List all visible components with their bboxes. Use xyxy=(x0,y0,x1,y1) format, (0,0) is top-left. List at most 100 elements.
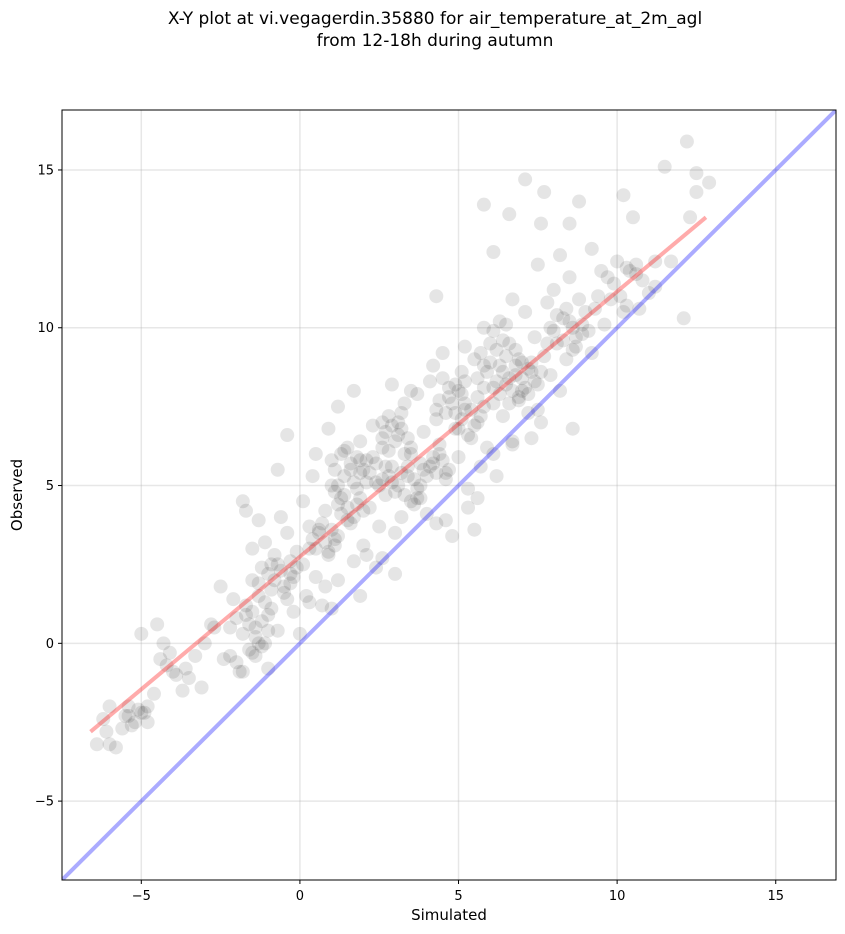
data-point xyxy=(353,491,368,506)
data-point xyxy=(175,683,190,698)
data-point xyxy=(559,301,574,316)
data-point xyxy=(96,712,111,727)
data-point xyxy=(245,541,260,556)
data-point xyxy=(299,588,314,603)
data-point xyxy=(495,409,510,424)
data-point xyxy=(413,478,428,493)
data-point xyxy=(508,358,523,373)
data-point xyxy=(435,345,450,360)
data-point xyxy=(384,475,399,490)
data-point xyxy=(362,465,377,480)
data-point xyxy=(207,620,222,635)
data-point xyxy=(502,396,517,411)
data-point xyxy=(505,383,520,398)
data-point xyxy=(568,339,583,354)
data-point xyxy=(267,547,282,562)
data-point xyxy=(311,525,326,540)
data-point xyxy=(353,434,368,449)
data-point xyxy=(448,405,463,420)
data-point xyxy=(619,298,634,313)
data-point xyxy=(432,393,447,408)
data-point xyxy=(277,585,292,600)
data-point xyxy=(334,446,349,461)
data-point xyxy=(689,185,704,200)
data-point xyxy=(321,547,336,562)
data-point xyxy=(372,519,387,534)
data-point xyxy=(235,626,250,641)
data-point xyxy=(308,570,323,585)
data-point xyxy=(330,529,345,544)
data-point xyxy=(508,342,523,357)
data-point xyxy=(483,355,498,370)
data-point xyxy=(108,740,123,755)
plot-frame xyxy=(61,109,837,881)
data-point xyxy=(270,557,285,572)
data-point xyxy=(457,339,472,354)
data-point xyxy=(134,705,149,720)
data-point xyxy=(641,286,656,301)
data-point xyxy=(324,453,339,468)
y-tick-label: 5 xyxy=(46,479,54,494)
data-point xyxy=(150,617,165,632)
data-point xyxy=(454,387,469,402)
data-point xyxy=(502,207,517,222)
data-point xyxy=(394,465,409,480)
data-point xyxy=(565,320,580,335)
data-point xyxy=(419,506,434,521)
data-point xyxy=(451,450,466,465)
data-point xyxy=(258,535,273,550)
data-point xyxy=(330,399,345,414)
data-point xyxy=(470,491,485,506)
data-point xyxy=(118,708,133,723)
data-point xyxy=(296,494,311,509)
data-point xyxy=(451,383,466,398)
data-point xyxy=(330,478,345,493)
data-point xyxy=(127,715,142,730)
data-point xyxy=(321,421,336,436)
data-point xyxy=(473,459,488,474)
data-point xyxy=(248,630,263,645)
data-point xyxy=(403,383,418,398)
data-point xyxy=(495,333,510,348)
data-point xyxy=(229,655,244,670)
data-point xyxy=(556,333,571,348)
data-point xyxy=(435,453,450,468)
data-point xyxy=(391,428,406,443)
data-point xyxy=(346,475,361,490)
data-point xyxy=(153,652,168,667)
data-point xyxy=(362,500,377,515)
data-point xyxy=(476,320,491,335)
data-point xyxy=(514,355,529,370)
data-point xyxy=(533,415,548,430)
data-point xyxy=(445,529,460,544)
data-point xyxy=(264,601,279,616)
y-tick-label: 10 xyxy=(37,321,54,336)
data-point xyxy=(330,573,345,588)
data-point xyxy=(391,478,406,493)
data-point xyxy=(461,500,476,515)
data-point xyxy=(327,538,342,553)
data-point xyxy=(422,459,437,474)
data-point xyxy=(365,418,380,433)
data-point xyxy=(438,465,453,480)
data-point xyxy=(134,626,149,641)
data-point xyxy=(353,453,368,468)
data-point xyxy=(251,636,266,651)
data-point xyxy=(429,402,444,417)
data-point xyxy=(146,686,161,701)
data-point xyxy=(388,434,403,449)
data-point xyxy=(162,645,177,660)
data-point xyxy=(553,248,568,263)
data-point xyxy=(429,516,444,531)
data-point xyxy=(625,210,640,225)
data-point xyxy=(689,166,704,181)
data-point xyxy=(505,434,520,449)
data-point xyxy=(353,588,368,603)
data-point xyxy=(251,513,266,528)
data-point xyxy=(254,560,269,575)
data-point xyxy=(254,639,269,654)
data-point xyxy=(499,377,514,392)
data-point xyxy=(486,245,501,260)
data-point xyxy=(511,352,526,367)
data-point xyxy=(181,671,196,686)
